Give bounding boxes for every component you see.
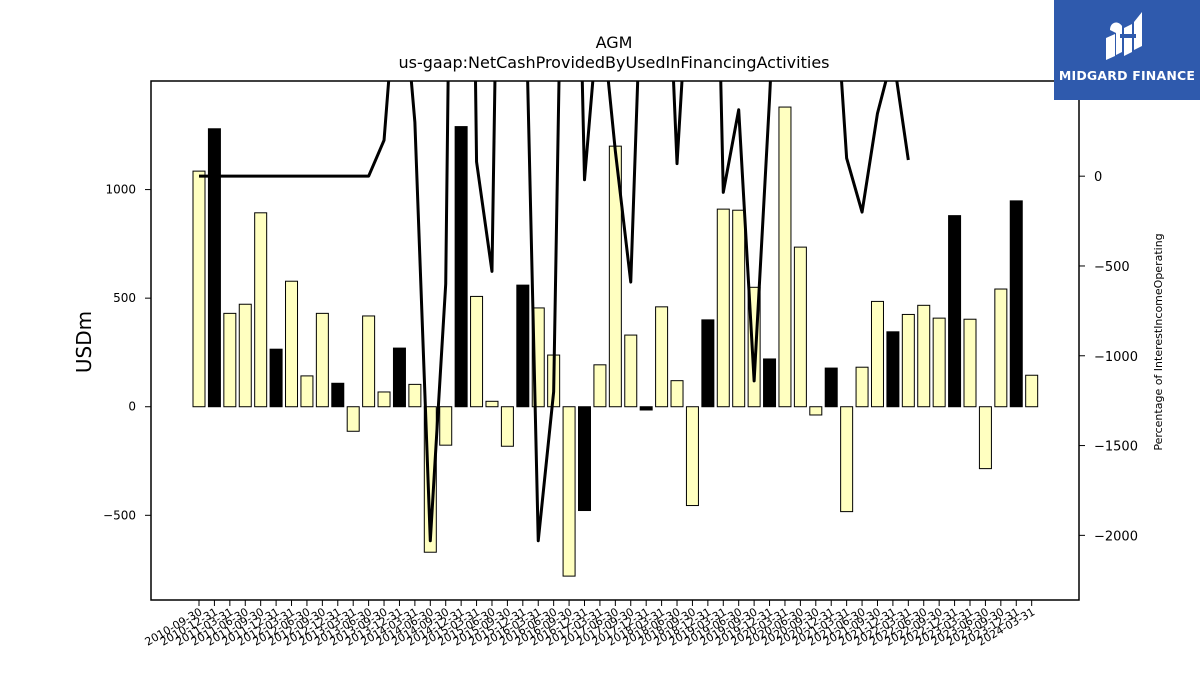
bar <box>670 380 684 408</box>
bar <box>454 126 468 408</box>
ratio-line <box>199 81 910 543</box>
chart-subtitle: us-gaap:NetCashProvidedByUsedInFinancing… <box>398 53 829 72</box>
bar <box>901 313 915 408</box>
bar <box>408 383 422 408</box>
bar <box>1009 200 1023 408</box>
bar <box>963 318 977 408</box>
bar <box>763 358 777 408</box>
bar <box>917 304 931 408</box>
y2-tick-label: −2000 <box>1094 529 1138 544</box>
bar <box>624 334 638 408</box>
midgard-finance-logo: MIDGARD FINANCE <box>1054 0 1200 100</box>
bar <box>840 406 854 513</box>
bar <box>346 406 360 432</box>
bar <box>562 406 576 577</box>
bar <box>223 312 237 408</box>
logo-mark-icon <box>1106 12 1142 60</box>
bar <box>639 406 653 411</box>
bar <box>362 315 376 408</box>
logo-text: MIDGARD FINANCE <box>1058 68 1196 83</box>
bar <box>948 215 962 408</box>
y-axis-label: USDm <box>72 311 96 373</box>
bar <box>994 288 1008 408</box>
y2-tick-label: −1500 <box>1094 440 1138 455</box>
bar-series <box>192 106 1039 577</box>
bar <box>392 347 406 408</box>
bar <box>809 406 823 416</box>
y2-tick-label: −500 <box>1094 260 1130 275</box>
bar <box>593 364 607 408</box>
y-tick-label: 500 <box>113 291 136 305</box>
x-axis: 2010-09-302010-12-312011-03-312011-06-30… <box>143 600 1037 649</box>
bar <box>855 366 869 408</box>
y-tick-label: −500 <box>103 508 136 522</box>
bar <box>254 212 268 408</box>
y2-tick-label: 0 <box>1094 170 1102 185</box>
bar <box>439 406 453 446</box>
y-axis-left: −500 0 500 1000 <box>103 183 151 522</box>
y2-axis-label: Percentage of InterestIncomeOperating <box>1152 233 1165 450</box>
y2-tick-label: −1000 <box>1094 350 1138 365</box>
bar <box>778 106 792 408</box>
y-tick-label: 1000 <box>105 183 136 197</box>
bar <box>269 348 283 408</box>
bar <box>485 400 499 408</box>
line-series-group <box>199 81 910 543</box>
bar <box>655 306 669 408</box>
bar <box>978 406 992 470</box>
bar <box>238 303 252 408</box>
chart-title: AGM <box>596 33 633 52</box>
bar <box>824 367 838 408</box>
bar <box>331 382 345 408</box>
bar <box>207 128 221 408</box>
bar <box>870 300 884 408</box>
bar <box>886 331 900 408</box>
bar <box>300 375 314 408</box>
bar <box>377 391 391 408</box>
bar <box>500 406 514 447</box>
y-tick-label: 0 <box>128 400 136 414</box>
bar <box>516 284 530 408</box>
bar <box>716 208 730 408</box>
y-axis-right: −2000 −1500 −1000 −500 0 <box>1079 170 1138 544</box>
bar <box>192 170 206 408</box>
bar <box>793 246 807 408</box>
bar <box>685 406 699 507</box>
bar <box>701 319 715 408</box>
bar <box>932 317 946 408</box>
bar <box>732 209 746 408</box>
bar <box>285 280 299 408</box>
bar <box>1025 374 1039 408</box>
bar <box>578 406 591 512</box>
bar <box>315 312 329 408</box>
bar <box>470 295 484 408</box>
